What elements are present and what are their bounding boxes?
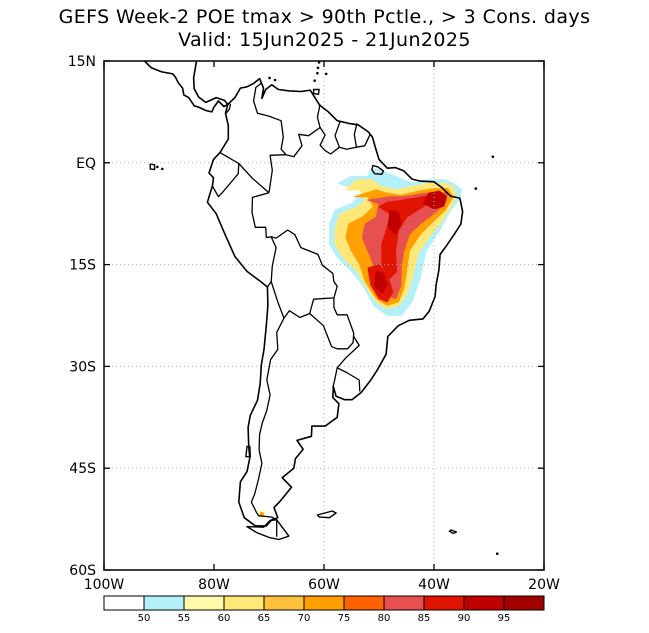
small-island [491,155,495,158]
legend-swatch [463,595,505,611]
legend-swatch [103,595,145,611]
country-border [339,123,358,150]
lon-tick-label: 40W [418,577,450,593]
small-island [519,49,522,52]
legend-label: 75 [338,613,351,624]
legend-label: 70 [298,613,311,624]
legend-label: 50 [138,613,151,624]
legend-swatch [143,595,185,611]
legend-label: 55 [178,613,191,624]
probability-area [387,209,402,235]
south-america-coastline [206,77,464,527]
legend-swatch [343,595,385,611]
country-border [211,152,240,198]
small-island [273,78,277,82]
country-border [238,163,270,194]
legend-label: 90 [458,613,471,624]
legend-label: 60 [218,613,231,624]
small-island [156,165,159,169]
color-legend: 50 55 60 65 70 75 80 85 90 95 [103,595,545,624]
map-title: GEFS Week-2 POE tmax > 90th Pctle., > 3 … [58,6,591,28]
legend-label: 65 [258,613,271,624]
country-border [268,154,287,193]
lat-tick-label: 15N [68,54,96,70]
legend-swatch [183,595,225,611]
country-border [336,336,361,392]
lat-tick-label: 45S [69,461,96,477]
island-coastline [371,164,385,176]
small-island [315,56,318,59]
legend-swatch [423,595,465,611]
lat-tick-label: EQ [76,156,96,172]
legend-swatch [303,595,345,611]
country-border [309,297,355,350]
island-coastline [246,519,290,541]
lat-tick-label: 60S [69,563,96,579]
legend-swatch [223,595,265,611]
legend-swatch [503,595,545,611]
lon-tick-label: 100W [84,577,125,593]
map-subtitle: Valid: 15Jun2025 - 21Jun2025 [178,29,471,51]
legend-swatch [263,595,305,611]
island-coastline [149,163,156,171]
shading-layer [258,169,462,519]
small-island [474,187,478,190]
lon-tick-label: 80W [198,577,230,593]
island-coastline [448,529,458,535]
coastline-layer [143,47,530,556]
country-border [285,104,321,158]
legend-swatch [383,595,425,611]
country-border [250,317,285,521]
small-island [268,76,271,80]
small-island [313,79,316,82]
country-border [356,134,371,148]
lat-tick-label: 30S [69,359,96,375]
legend-label: 95 [498,613,511,624]
country-border [332,367,338,388]
probability-area [423,190,447,210]
probability-area [374,270,388,294]
country-border [252,82,287,156]
country-border [251,192,277,288]
lon-tick-label: 60W [308,577,340,593]
country-border [224,103,232,115]
small-island [313,52,316,55]
small-island [316,71,319,75]
country-border [319,121,341,155]
border-layer [211,82,371,537]
central-america-coastline [143,61,229,113]
small-island [527,52,530,55]
legend-label: 80 [378,613,391,624]
small-island [316,66,320,70]
small-island [512,47,515,50]
island-coastline [245,445,252,458]
graticule [104,61,544,570]
small-island [324,72,328,76]
lon-tick-label: 20W [528,577,560,593]
probability-area [259,511,264,517]
country-border [270,229,338,319]
island-coastline [316,510,337,519]
island-coastline [312,88,320,96]
small-island [161,167,164,171]
small-island [495,552,499,556]
lat-tick-label: 15S [69,258,96,274]
legend-label: 85 [418,613,431,624]
